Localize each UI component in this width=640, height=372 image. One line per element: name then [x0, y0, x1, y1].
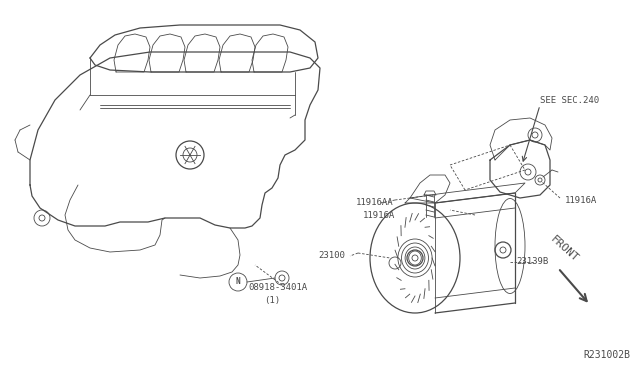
Text: 23139B: 23139B — [516, 257, 548, 266]
Text: 11916A: 11916A — [565, 196, 597, 205]
Text: R231002B: R231002B — [583, 350, 630, 360]
Text: FRONT: FRONT — [548, 234, 580, 264]
Text: 11916A: 11916A — [363, 211, 395, 219]
Text: 11916AA: 11916AA — [355, 198, 393, 206]
Text: N: N — [236, 278, 240, 286]
Text: (1): (1) — [264, 295, 280, 305]
Text: SEE SEC.240: SEE SEC.240 — [540, 96, 599, 105]
Text: 23100: 23100 — [318, 250, 345, 260]
Text: 08918-3401A: 08918-3401A — [248, 283, 307, 292]
